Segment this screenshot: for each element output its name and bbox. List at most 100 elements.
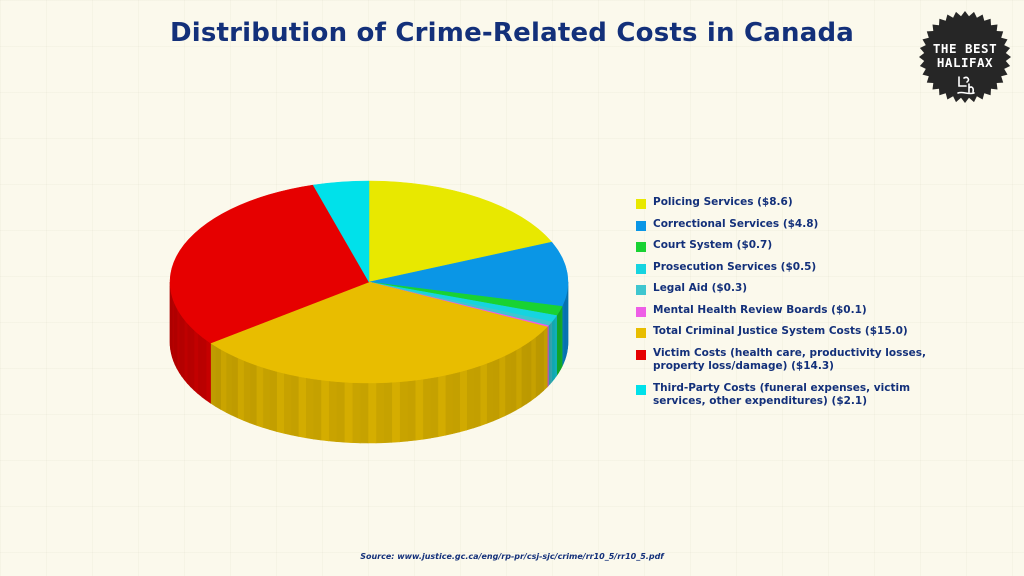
pie-slice-side xyxy=(422,377,431,440)
pie-slice-side xyxy=(262,367,270,430)
pie-slice[interactable] xyxy=(368,241,569,307)
legend-swatch xyxy=(636,306,646,317)
pie-slice-side xyxy=(535,333,540,398)
pie-slice-side xyxy=(283,372,292,436)
pie-slice-side xyxy=(249,362,257,426)
pie-slice-side xyxy=(313,378,322,441)
pie-slice-side xyxy=(515,346,522,411)
logo-line-2: HALIFAX xyxy=(936,55,994,70)
pie-slice-side xyxy=(459,369,467,433)
pie-slice-side xyxy=(525,340,532,405)
pie-slice-side xyxy=(320,379,329,442)
pie-slice-side xyxy=(430,376,439,439)
pie-slice-side xyxy=(498,355,506,419)
legend-item: Correctional Services ($4.8) xyxy=(636,218,936,232)
pie-slice-side xyxy=(492,358,500,422)
legend-swatch xyxy=(636,199,646,209)
pie-slice-side xyxy=(351,382,361,444)
pie-slice-side xyxy=(305,377,314,440)
chart-title: Distribution of Crime-Related Costs in C… xyxy=(169,18,855,48)
pie-slice-side xyxy=(407,379,416,442)
legend-item: Victim Costs (health care, productivity … xyxy=(636,347,936,374)
pie-slice-side xyxy=(543,326,548,392)
pie-slice-side xyxy=(473,365,481,429)
pie-slice-side xyxy=(237,357,244,421)
pie-slice-side xyxy=(466,367,474,431)
pie-slice-side xyxy=(479,363,487,427)
pie-slice-side xyxy=(193,329,199,395)
legend-item: Court System ($0.7) xyxy=(636,239,936,253)
pie-slice-side xyxy=(539,329,544,395)
pie-slice-side xyxy=(215,345,221,410)
pie-slice-side xyxy=(298,376,307,439)
pie-slice-side xyxy=(205,339,211,404)
pie-slice-side xyxy=(178,311,182,378)
pie-slice-side xyxy=(445,373,453,436)
pie-slice-side xyxy=(520,343,527,408)
pie-slice-side xyxy=(510,349,517,414)
pie-slice[interactable] xyxy=(368,180,553,283)
source-note: Source: www.justice.gc.ca/eng/rp-pr/csj-… xyxy=(360,552,664,561)
pie-slice-side xyxy=(399,380,408,443)
legend-swatch xyxy=(636,349,646,360)
legend-item: Third-Party Costs (funeral expenses, vic… xyxy=(636,382,936,409)
legend-swatch xyxy=(636,263,646,274)
pie-slice-side xyxy=(190,326,195,391)
pie-slice-side xyxy=(359,382,369,444)
legend-item: Legal Aid ($0.3) xyxy=(636,282,936,296)
pie-slice-side xyxy=(231,354,238,419)
legend-swatch xyxy=(636,242,646,252)
legend-label: Third-Party Costs (funeral expenses, vic… xyxy=(653,381,911,408)
legend-item: Policing Services ($8.6) xyxy=(636,196,936,210)
pie-slice-side xyxy=(344,381,353,443)
pie-slice-side xyxy=(452,371,460,435)
pie-slice-side xyxy=(201,336,207,401)
legend-swatch xyxy=(636,285,646,295)
pie-slice-side xyxy=(328,380,337,442)
pie-slice-side xyxy=(181,315,185,381)
pie-slice-side xyxy=(269,369,277,432)
legend-item: Mental Health Review Boards ($0.1) xyxy=(636,304,936,318)
pie-slice-side xyxy=(276,371,285,434)
pie-slice-side xyxy=(187,322,191,388)
legend-label: Correctional Services ($4.8) xyxy=(653,217,819,230)
logo-badge[interactable]: THE BEST HALIFAX xyxy=(918,10,1012,104)
legend-swatch xyxy=(636,384,646,395)
pie-slice[interactable] xyxy=(210,281,548,384)
legend: Policing Services ($8.6) Correctional Ser… xyxy=(636,196,936,417)
pie-chart xyxy=(169,180,569,444)
legend-swatch xyxy=(636,220,646,231)
pie-slice-side xyxy=(255,364,264,428)
pie-slice-side xyxy=(184,318,188,385)
legend-item: Total Criminal Justice System Costs ($15… xyxy=(636,325,936,339)
pie-slice-side xyxy=(225,351,232,416)
logo-line-1: THE BEST xyxy=(932,41,998,56)
pie-slice-side xyxy=(336,381,345,443)
pie-slice-side xyxy=(220,348,227,413)
pie-slice-side xyxy=(243,359,251,424)
legend-swatch xyxy=(636,328,646,338)
legend-label: Victim Costs (health care, productivity … xyxy=(653,346,926,373)
pie-slice-side xyxy=(176,307,180,374)
pie-slice-side xyxy=(391,381,400,443)
pie-slice[interactable] xyxy=(169,184,370,344)
pie-slice-side xyxy=(197,332,203,398)
pie-slice-side xyxy=(375,382,385,444)
legend-label: Policing Services ($8.6) xyxy=(653,196,793,208)
pie-slice-side xyxy=(367,382,377,444)
pie-slice-side xyxy=(290,374,299,437)
pie-slice-side xyxy=(414,378,424,441)
pie-slice-side xyxy=(210,342,216,407)
legend-label: Prosecution Services ($0.5) xyxy=(653,260,817,273)
pie-slice-side xyxy=(383,382,393,444)
legend-item: Prosecution Services ($0.5) xyxy=(636,261,936,275)
pie-slice-side xyxy=(530,336,536,402)
pie-slice-side xyxy=(504,352,511,417)
pie-slice[interactable] xyxy=(312,180,370,283)
pie-slice-side xyxy=(486,360,494,424)
legend-label: Court System ($0.7) xyxy=(653,239,773,251)
legend-label: Legal Aid ($0.3) xyxy=(653,282,748,294)
badge-seal-icon xyxy=(919,11,1011,103)
legend-label: Mental Health Review Boards ($0.1) xyxy=(653,303,867,316)
pie-slice-side xyxy=(551,317,555,383)
